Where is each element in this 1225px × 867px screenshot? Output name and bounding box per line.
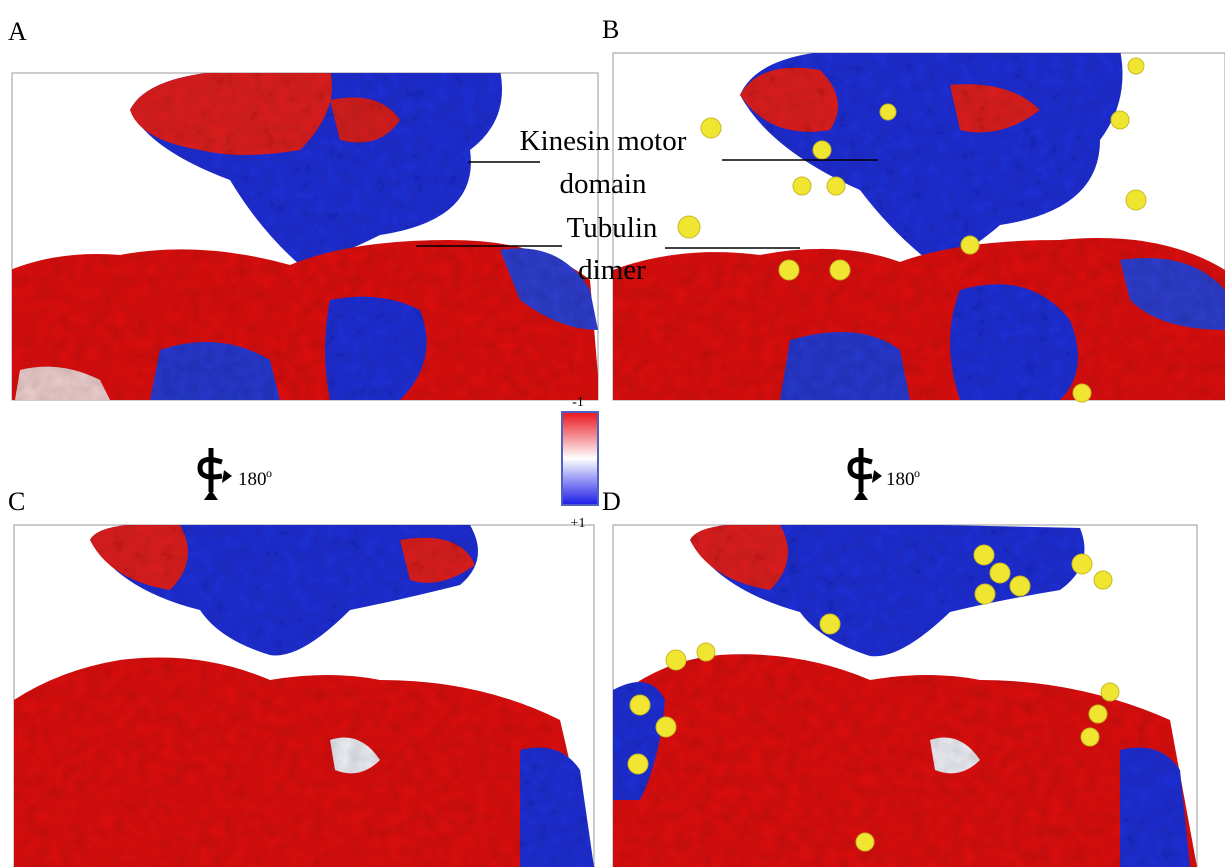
panel-label: D <box>602 487 621 516</box>
rotation-unit: o <box>266 466 272 480</box>
annotation: domain <box>560 168 647 200</box>
rotation-angle: 180 <box>238 469 267 490</box>
panel-label: A <box>8 17 27 46</box>
rotation-unit: o <box>914 466 920 480</box>
rotation-icon <box>850 448 882 500</box>
annotation: Kinesin motor <box>520 125 687 157</box>
rotation-icon <box>200 448 232 500</box>
figure: A B C D Kinesin motor domain Tubulin dim… <box>0 0 1225 867</box>
colorbar-label: +1 <box>571 516 586 531</box>
colorbar-label: -1 <box>572 395 584 410</box>
panel-label: B <box>602 15 619 44</box>
colorbar <box>562 412 598 505</box>
rotation-angle: 180 <box>886 469 915 490</box>
page: A B C D Kinesin motor domain Tubulin dim… <box>0 0 1225 867</box>
annotation: dimer <box>578 254 646 286</box>
panel-label: C <box>8 487 25 516</box>
annotation: Tubulin <box>567 212 658 244</box>
